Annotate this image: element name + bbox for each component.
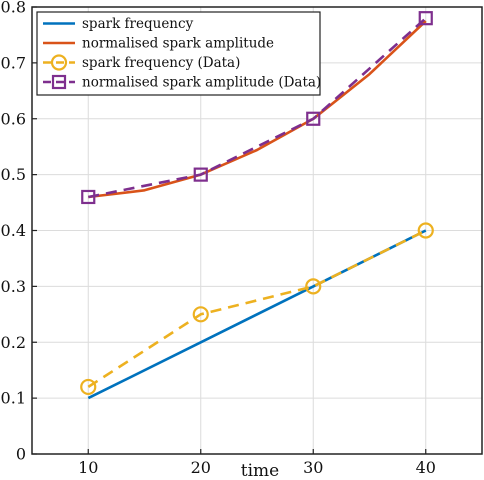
series-line (87, 229, 427, 388)
legend-square-marker (51, 74, 67, 90)
x-axis-label: time (241, 461, 279, 480)
y-tick-label: 0.1 (1, 389, 26, 408)
y-tick-label: 0.5 (1, 165, 26, 184)
axis-ticks: 10 20 30 40 0 0.1 0.2 0.3 0.4 0.5 0.6 0.7 0.8 (1, 0, 436, 477)
series-layer (80, 11, 434, 400)
series-line (88, 20, 427, 199)
legend-label: normalised spark amplitude (Data) (82, 75, 321, 91)
legend-entry: normalised spark amplitude (Data) (43, 75, 321, 91)
legend-label: spark frequency (82, 16, 194, 32)
circle-marker (192, 306, 209, 323)
series-3 (80, 222, 434, 396)
x-tick-label: 10 (78, 458, 98, 477)
y-tick-label: 0.7 (1, 53, 26, 72)
x-tick-label: 20 (191, 458, 211, 477)
legend-entry: spark frequency (43, 16, 194, 32)
legend: spark frequency normalised spark amplitud… (36, 11, 321, 96)
legend-label: spark frequency (Data) (82, 55, 240, 71)
square-marker (418, 11, 433, 26)
legend-label: normalised spark amplitude (82, 36, 274, 52)
y-tick-label: 0.6 (1, 109, 26, 128)
square-marker (193, 167, 208, 182)
series-line (87, 229, 427, 400)
square-marker (306, 111, 321, 126)
series-4 (81, 11, 433, 205)
series-2 (88, 20, 427, 199)
legend-entry: normalised spark amplitude (43, 36, 274, 52)
circle-marker (80, 378, 97, 396)
square-marker (81, 189, 96, 205)
circle-marker (305, 278, 322, 295)
series-1 (87, 229, 427, 400)
legend-entry: spark frequency (Data) (43, 54, 240, 71)
y-tick-label: 0.8 (1, 0, 26, 17)
y-tick-label: 0.4 (1, 221, 26, 240)
y-tick-label: 0.3 (1, 277, 26, 296)
x-tick-label: 40 (416, 458, 436, 477)
y-tick-label: 0.2 (1, 333, 26, 352)
circle-marker (417, 222, 434, 239)
series-line (88, 17, 427, 199)
legend-box (36, 11, 321, 96)
x-tick-label: 30 (303, 458, 323, 477)
legend-circle-marker (50, 54, 68, 71)
y-tick-label: 0 (16, 445, 26, 464)
